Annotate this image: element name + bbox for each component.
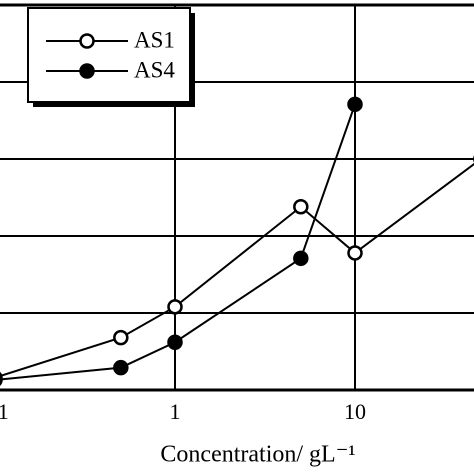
- legend-marker: [79, 33, 95, 49]
- data-point: [167, 299, 183, 315]
- data-point: [293, 250, 309, 267]
- legend-box: [27, 7, 191, 103]
- x-tick-label: 0.1: [0, 399, 9, 424]
- x-axis-label: Concentration/ gL⁻¹: [160, 442, 355, 468]
- data-point: [293, 198, 309, 215]
- data-point: [0, 374, 3, 386]
- data-point: [347, 96, 363, 113]
- series-line: [0, 162, 474, 378]
- x-tick-label: 10: [344, 399, 366, 424]
- data-point: [113, 359, 129, 376]
- data-point: [167, 334, 183, 351]
- plot-frame: [0, 3, 474, 392]
- legend-label: AS4: [134, 57, 175, 82]
- data-point: [347, 245, 363, 261]
- x-tick-label: 1: [170, 399, 181, 424]
- legend-marker: [79, 63, 95, 79]
- legend-label: AS1: [134, 27, 175, 52]
- data-point: [113, 329, 129, 346]
